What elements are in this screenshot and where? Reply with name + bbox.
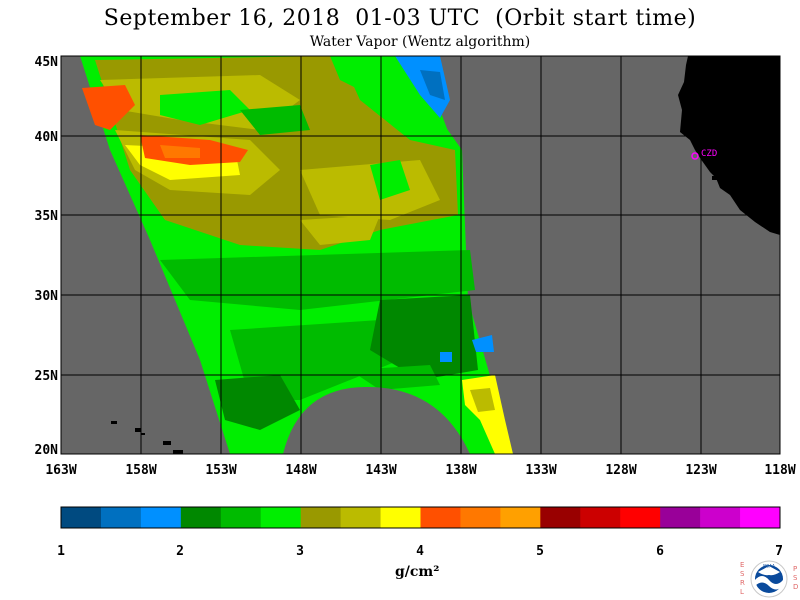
chart-subtitle: Water Vapor (Wentz algorithm) xyxy=(309,34,531,50)
map-plot: CZD xyxy=(60,55,781,455)
svg-text:L: L xyxy=(740,588,744,596)
colorbar-segment xyxy=(620,507,661,528)
lat-label-20n: 20N xyxy=(35,443,59,458)
colorbar-tick-1: 1 xyxy=(57,544,65,559)
colorbar-segment xyxy=(420,507,461,528)
land-island xyxy=(712,176,718,180)
svg-text:P: P xyxy=(793,565,797,573)
lat-label-30n: 30N xyxy=(35,289,59,304)
colorbar-segment xyxy=(300,507,342,528)
colorbar-segment xyxy=(700,507,741,528)
lat-label-40n: 40N xyxy=(35,130,59,145)
colorbar-segment xyxy=(260,507,302,528)
latitude-labels: 45N 40N 35N 30N 25N 20N xyxy=(35,55,59,458)
lon-label-138w: 138W xyxy=(445,463,476,478)
svg-text:D: D xyxy=(793,583,798,591)
lon-label-148w: 148W xyxy=(285,463,316,478)
lon-label-143w: 143W xyxy=(365,463,396,478)
map-frame xyxy=(60,55,781,455)
lat-label-35n: 35N xyxy=(35,209,59,224)
lon-label-123w: 123W xyxy=(685,463,716,478)
colorbar-segment xyxy=(500,507,541,528)
psd-letters: PSD xyxy=(793,565,798,591)
svg-text:S: S xyxy=(793,574,798,582)
colorbar-segment xyxy=(540,507,581,528)
colorbar-frame xyxy=(60,506,781,529)
chart-title: September 16, 2018 01-03 UTC (Orbit star… xyxy=(103,6,697,31)
colorbar xyxy=(60,506,781,529)
svg-text:S: S xyxy=(740,570,745,578)
svg-text:E: E xyxy=(740,561,744,569)
colorbar-unit-label: g/cm² xyxy=(395,564,440,580)
colorbar-segment xyxy=(580,507,621,528)
lat-label-25n: 25N xyxy=(35,369,59,384)
station-label: CZD xyxy=(701,149,717,159)
colorbar-tick-4: 4 xyxy=(416,544,424,559)
colorbar-tick-5: 5 xyxy=(536,544,544,559)
colorbar-tick-2: 2 xyxy=(176,544,184,559)
lon-label-128w: 128W xyxy=(605,463,636,478)
colorbar-tick-labels: 1 2 3 4 5 6 7 xyxy=(57,544,783,559)
colorbar-tick-3: 3 xyxy=(296,544,304,559)
svg-text:R: R xyxy=(740,579,745,587)
noaa-emblem-icon: NOAA xyxy=(750,560,788,598)
water-vapor-swath xyxy=(80,56,513,454)
station-marker xyxy=(691,152,699,160)
colorbar-segment xyxy=(380,507,421,528)
colorbar-segment xyxy=(61,507,102,528)
graticule xyxy=(61,56,780,454)
colorbar-segment xyxy=(140,507,182,528)
noaa-text: NOAA xyxy=(763,564,775,569)
colorbar-segment xyxy=(660,507,701,528)
lat-label-45n: 45N xyxy=(35,55,59,70)
colorbar-segment xyxy=(100,507,142,528)
lon-label-133w: 133W xyxy=(525,463,556,478)
colorbar-segment xyxy=(180,507,222,528)
colorbar-segment xyxy=(220,507,262,528)
lon-label-163w: 163W xyxy=(45,463,76,478)
longitude-labels: 163W 158W 153W 148W 143W 138W 133W 128W … xyxy=(45,463,795,478)
land-hawaii xyxy=(111,421,183,454)
lon-label-158w: 158W xyxy=(125,463,156,478)
lon-label-153w: 153W xyxy=(205,463,236,478)
lon-label-118w: 118W xyxy=(764,463,795,478)
colorbar-segment xyxy=(740,507,781,528)
colorbar-segment xyxy=(460,507,501,528)
colorbar-segment xyxy=(340,507,382,528)
land-california xyxy=(678,56,780,235)
colorbar-tick-6: 6 xyxy=(656,544,664,559)
colorbar-tick-7: 7 xyxy=(775,544,783,559)
